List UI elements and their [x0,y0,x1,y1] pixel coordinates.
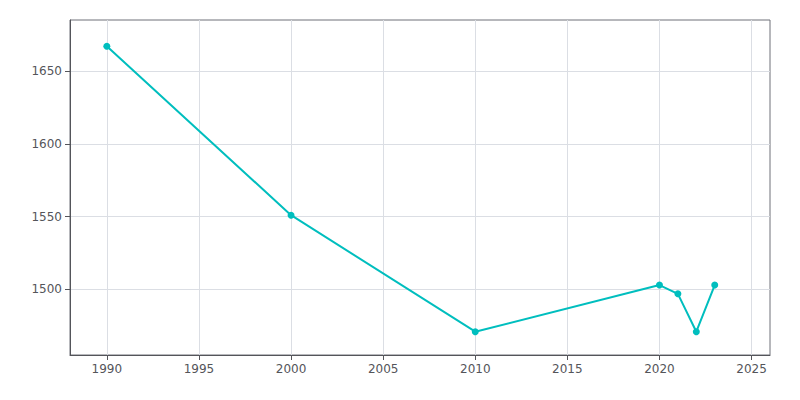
svg-text:2015: 2015 [552,362,583,376]
svg-text:2020: 2020 [644,362,675,376]
svg-text:1990: 1990 [92,362,123,376]
svg-text:2000: 2000 [276,362,307,376]
svg-text:1650: 1650 [31,64,62,78]
svg-text:1550: 1550 [31,210,62,224]
svg-text:1600: 1600 [31,137,62,151]
svg-text:1500: 1500 [31,282,62,296]
svg-text:1995: 1995 [184,362,215,376]
svg-text:2005: 2005 [368,362,399,376]
svg-text:2010: 2010 [460,362,491,376]
svg-text:2025: 2025 [736,362,767,376]
